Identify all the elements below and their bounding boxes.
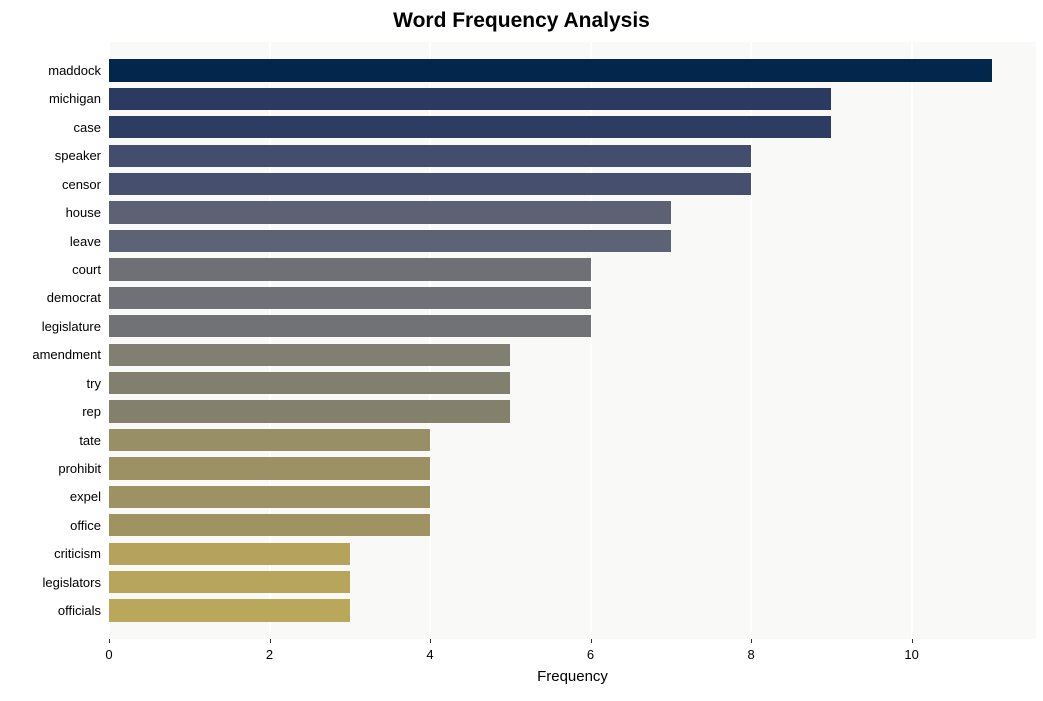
bar [109,201,671,223]
bar [109,599,350,621]
y-tick-label: leave [70,234,101,249]
bar [109,344,510,366]
x-tick-label: 2 [266,647,273,662]
bar [109,116,831,138]
y-tick-label: tate [79,433,101,448]
x-tick-label: 8 [747,647,754,662]
x-tick-mark [109,639,110,643]
bar [109,457,430,479]
y-tick-label: court [72,262,101,277]
bar [109,287,591,309]
bar [109,230,671,252]
y-tick-label: legislature [42,319,101,334]
y-tick-label: expel [70,489,101,504]
x-tick-mark [751,639,752,643]
y-tick-label: maddock [48,63,101,78]
y-tick-label: speaker [55,148,101,163]
bar [109,571,350,593]
bar [109,145,751,167]
x-tick-label: 0 [105,647,112,662]
y-tick-label: amendment [32,347,101,362]
bar [109,173,751,195]
x-tick-mark [270,639,271,643]
x-tick-label: 10 [904,647,918,662]
y-tick-label: try [87,376,101,391]
bar [109,400,510,422]
y-tick-label: legislators [42,575,101,590]
x-tick-label: 4 [426,647,433,662]
y-tick-label: case [74,120,101,135]
bar [109,372,510,394]
y-tick-label: criticism [54,546,101,561]
bar [109,486,430,508]
y-tick-label: office [70,518,101,533]
x-axis-label: Frequency [109,668,1036,685]
bar [109,88,831,110]
chart-title: Word Frequency Analysis [0,9,1043,33]
word-frequency-chart: Word Frequency Analysis Frequency 0 2 4 6 8 1… [0,0,1043,701]
bar [109,429,430,451]
y-tick-label: house [66,205,101,220]
y-tick-label: officials [58,603,101,618]
bar [109,514,430,536]
x-tick-mark [430,639,431,643]
y-tick-label: democrat [47,290,101,305]
y-tick-label: michigan [49,91,101,106]
plot-area [109,42,1036,639]
bar [109,543,350,565]
bar [109,315,591,337]
bar [109,258,591,280]
x-gridline [911,42,913,639]
y-tick-label: prohibit [58,461,101,476]
y-tick-label: rep [82,404,101,419]
x-tick-mark [912,639,913,643]
bar [109,59,992,81]
x-tick-mark [591,639,592,643]
x-tick-label: 6 [587,647,594,662]
y-tick-label: censor [62,177,101,192]
